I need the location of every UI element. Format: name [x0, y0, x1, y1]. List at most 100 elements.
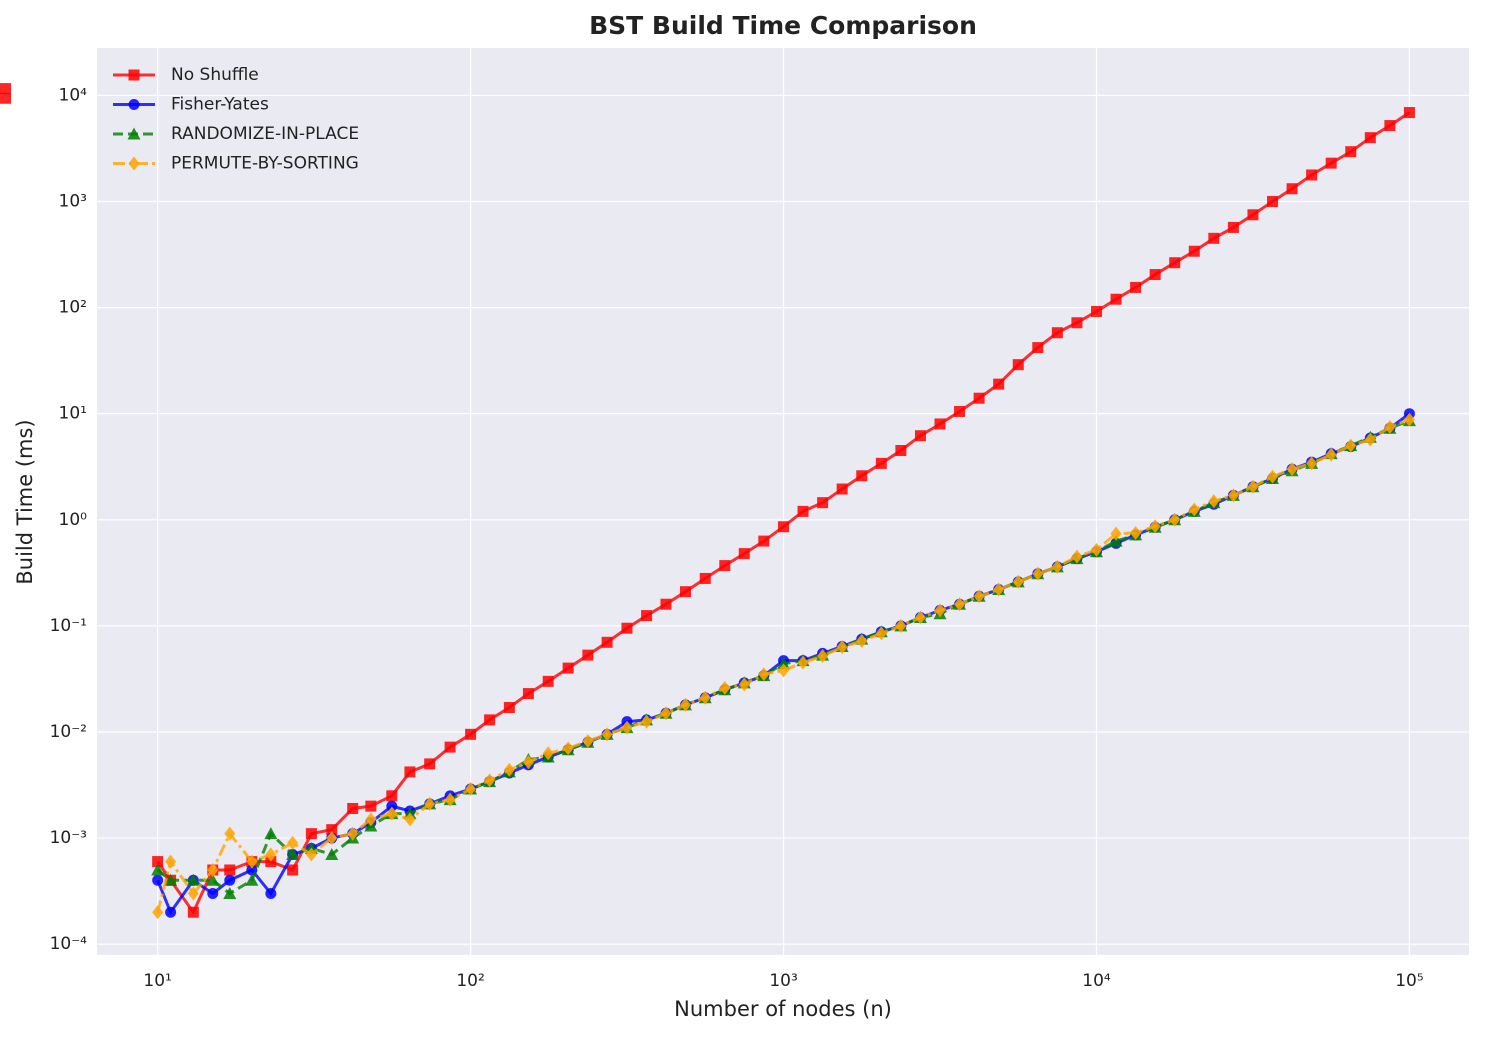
y-axis-label: Build Time (ms): [13, 419, 37, 584]
data-point: [1267, 469, 1279, 484]
data-point: [365, 812, 377, 827]
data-point: [1345, 146, 1357, 158]
data-point: [973, 392, 985, 404]
data-point: [206, 873, 220, 886]
data-point: [287, 864, 299, 876]
data-point: [1208, 232, 1220, 244]
legend-label: RANDOMIZE-IN-PLACE: [171, 124, 359, 144]
data-point: [542, 675, 554, 687]
data-point: [223, 887, 237, 900]
y-tick-label: 10⁻¹: [50, 616, 87, 636]
data-point: [1130, 526, 1142, 541]
data-point: [1071, 549, 1083, 564]
data-point: [660, 598, 672, 610]
data-point: [660, 706, 672, 721]
data-point: [152, 856, 164, 868]
data-point: [1090, 542, 1102, 557]
data-point: [444, 792, 456, 807]
y-tick-label: 10⁻²: [50, 722, 87, 742]
data-point: [224, 826, 236, 841]
data-point: [1364, 132, 1376, 144]
data-point: [582, 649, 594, 661]
data-point: [386, 790, 398, 802]
data-point: [738, 548, 750, 560]
data-point: [1208, 494, 1220, 509]
y-tick-label: 10⁰: [59, 510, 88, 530]
data-point: [465, 728, 477, 740]
chart-title: BST Build Time Comparison: [589, 11, 977, 40]
legend-marker: [128, 156, 140, 171]
data-point: [738, 677, 750, 692]
data-point: [286, 847, 300, 860]
data-point: [817, 497, 829, 509]
data-point: [1286, 462, 1298, 477]
data-point: [347, 802, 359, 814]
data-point: [305, 828, 317, 840]
data-point: [1071, 317, 1083, 329]
x-tick-label: 10⁵: [1395, 971, 1423, 991]
data-point: [601, 636, 613, 648]
x-tick-label: 10¹: [143, 971, 171, 991]
data-point: [207, 862, 219, 877]
data-point: [224, 864, 236, 876]
legend-label: Fisher-Yates: [171, 95, 269, 115]
data-point: [719, 680, 731, 695]
data-point: [0, 92, 11, 104]
data-point: [621, 622, 633, 634]
data-point: [1051, 327, 1063, 339]
data-point: [1306, 456, 1318, 471]
data-point: [542, 746, 554, 761]
data-point: [1090, 305, 1102, 317]
data-point: [934, 603, 946, 618]
data-point: [1169, 512, 1181, 527]
data-point: [151, 863, 165, 876]
data-point: [424, 758, 436, 770]
y-tick-label: 10³: [59, 192, 87, 212]
data-point: [895, 618, 907, 633]
data-point: [562, 741, 574, 756]
data-point: [0, 83, 11, 95]
data-point: [1267, 196, 1279, 208]
data-point: [895, 444, 907, 456]
data-point: [1227, 221, 1239, 233]
legend-label: PERMUTE-BY-SORTING: [171, 154, 359, 174]
data-point: [1051, 559, 1063, 574]
data-point: [187, 906, 199, 918]
data-point: [326, 831, 338, 846]
data-point: [152, 874, 164, 886]
data-point: [424, 796, 436, 811]
x-axis-label: Number of nodes (n): [674, 997, 892, 1021]
data-point: [934, 418, 946, 430]
data-point: [778, 521, 790, 533]
data-point: [224, 874, 236, 886]
data-point: [1169, 257, 1181, 269]
data-point: [1188, 245, 1200, 257]
legend-marker: [127, 127, 141, 140]
legend-label: No Shuffle: [171, 65, 259, 85]
data-point: [325, 847, 339, 860]
y-tick-label: 10¹: [59, 404, 87, 424]
data-point: [386, 806, 398, 821]
data-point: [1306, 169, 1318, 181]
data-point: [265, 888, 277, 900]
data-point: [777, 657, 791, 670]
data-point: [875, 457, 887, 469]
y-tick-label: 10⁻⁴: [50, 934, 88, 954]
data-point: [856, 470, 868, 482]
data-point: [287, 835, 299, 850]
data-point: [621, 720, 633, 735]
data-point: [503, 762, 515, 777]
data-point: [1188, 502, 1200, 517]
data-point: [522, 688, 534, 700]
data-point: [484, 714, 496, 726]
data-point: [1032, 566, 1044, 581]
data-point: [207, 888, 219, 900]
data-point: [758, 667, 770, 682]
data-point: [404, 812, 416, 827]
data-point: [954, 597, 966, 612]
data-point: [1325, 157, 1337, 169]
data-point: [1403, 412, 1415, 427]
data-point: [365, 800, 377, 812]
y-tick-label: 10²: [59, 298, 87, 318]
